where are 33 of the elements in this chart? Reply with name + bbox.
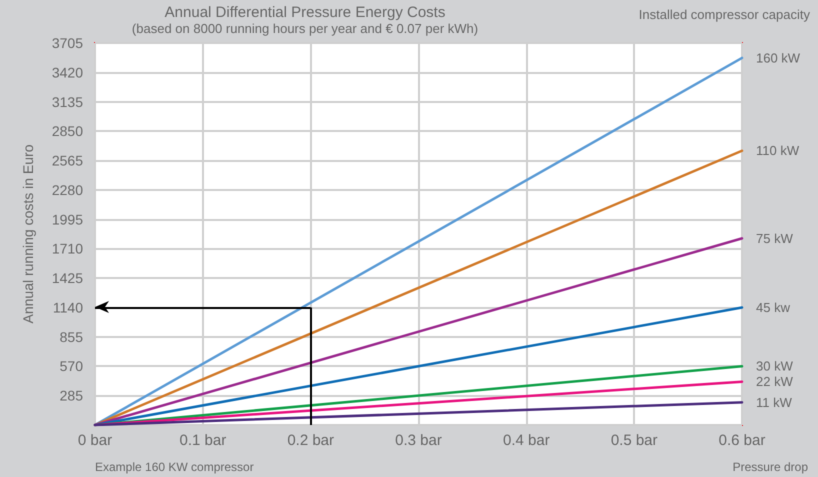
series-label: 30 kW <box>756 358 794 374</box>
series-label: 160 kW <box>756 50 801 66</box>
y-tick-label: 1995 <box>52 211 84 228</box>
text: Example 160 KW compressor <box>95 460 254 474</box>
x-tick-label: 0.4 bar <box>502 432 550 449</box>
y-axis-title: Annual running costs in Euro <box>20 144 36 324</box>
x-tick-label: 0.1 bar <box>179 432 226 449</box>
series-label: 45 kw <box>756 300 791 315</box>
y-tick-label: 3705 <box>52 35 84 51</box>
y-tick-label: 855 <box>60 328 84 345</box>
chart-title: Annual Differential Pressure Energy Costs <box>164 4 446 21</box>
y-tick-label: 570 <box>60 358 84 374</box>
x-tick-label: 0.5 bar <box>610 432 658 449</box>
series-label: 22 kW <box>756 374 794 390</box>
series-label: 75 kW <box>756 230 794 246</box>
legend-title: Installed compressor capacity <box>638 7 810 22</box>
chart-subtitle: (based on 8000 running hours per year and € 0.07 per kWh) <box>132 21 478 36</box>
y-tick-label: 285 <box>60 388 84 404</box>
y-tick-label: 3135 <box>52 94 84 110</box>
x-tick-label: 0.6 bar <box>718 432 766 449</box>
series-label: 110 kW <box>756 143 800 158</box>
y-tick-label: 2850 <box>52 123 84 140</box>
x-tick-label: 0.3 bar <box>395 432 442 449</box>
y-tick-label: 1710 <box>52 240 84 257</box>
x-tick-label: 0 bar <box>78 432 112 449</box>
x-tick-label: 0.2 bar <box>287 432 334 449</box>
y-tick-label: 2565 <box>52 152 84 169</box>
y-tick-label: 1425 <box>52 270 84 286</box>
y-tick-label: 2280 <box>52 182 84 198</box>
y-tick-label: 1140 <box>52 299 84 316</box>
x-axis-title: Pressure drop <box>732 460 808 474</box>
y-tick-label: 3420 <box>52 64 84 80</box>
series-label: 11 kW <box>756 394 793 410</box>
